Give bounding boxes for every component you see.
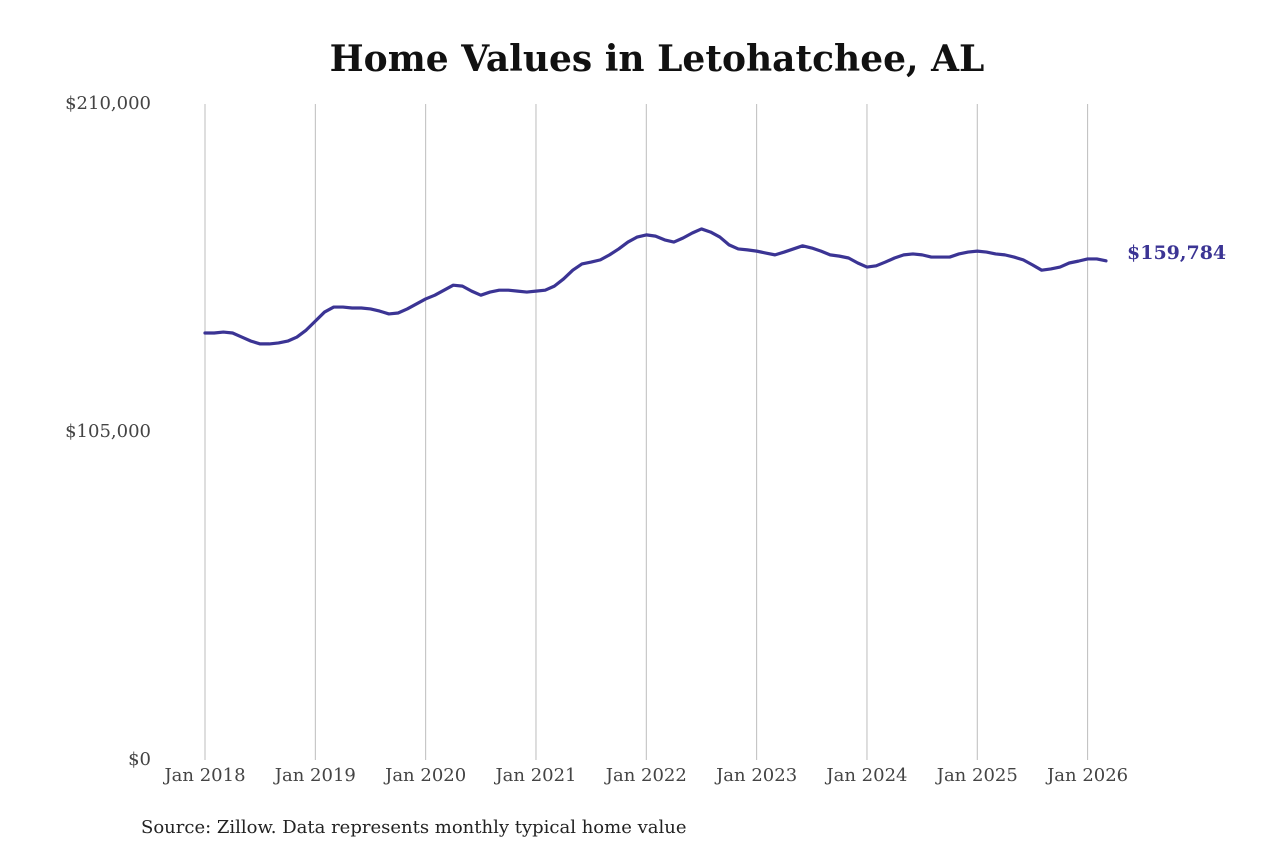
y-tick-label: $105,000 (65, 421, 151, 442)
source-note: Source: Zillow. Data represents monthly … (141, 817, 687, 838)
y-tick-label: $0 (128, 749, 151, 770)
x-tick-label: Jan 2024 (824, 765, 907, 786)
x-tick-label: Jan 2022 (604, 765, 687, 786)
line-series (203, 227, 1108, 346)
x-tick-label: Jan 2021 (493, 765, 576, 786)
x-tick-label: Jan 2019 (273, 765, 356, 786)
x-tick-label: Jan 2018 (162, 765, 245, 786)
chart-title: Home Values in Letohatchee, AL (330, 38, 985, 80)
x-tick-label: Jan 2020 (383, 765, 466, 786)
value-label: $159,784 (1127, 242, 1226, 264)
x-tick-label: Jan 2023 (714, 765, 797, 786)
x-tick-label: Jan 2026 (1045, 765, 1128, 786)
y-tick-label: $210,000 (65, 93, 151, 114)
x-tick-label: Jan 2025 (935, 765, 1018, 786)
